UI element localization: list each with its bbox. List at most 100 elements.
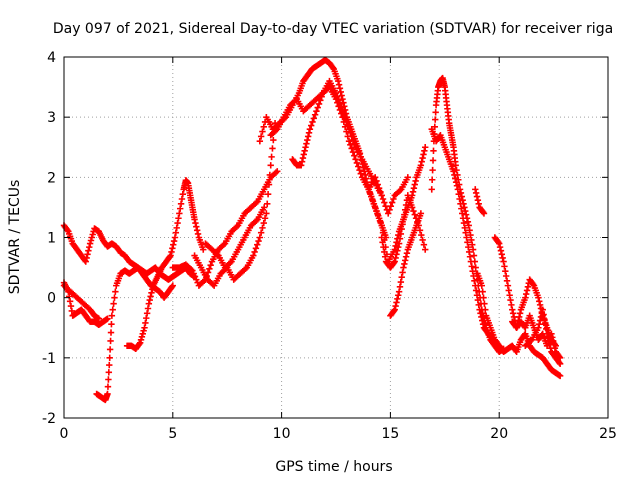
data-point — [268, 153, 275, 161]
series-track-d — [93, 264, 176, 404]
data-point — [168, 248, 175, 256]
data-point — [472, 189, 480, 197]
data-point — [254, 241, 261, 248]
data-point — [428, 186, 435, 193]
data-point — [318, 93, 325, 100]
data-point — [410, 207, 417, 215]
data-point — [260, 219, 267, 227]
data-point — [255, 237, 262, 245]
data-point — [146, 296, 153, 304]
series-track-i — [256, 56, 390, 241]
data-point — [479, 317, 486, 324]
data-point — [106, 354, 113, 362]
data-point — [339, 95, 346, 103]
data-point — [452, 162, 459, 169]
data-point — [66, 293, 73, 300]
data-point — [112, 288, 119, 295]
data-point — [317, 97, 324, 104]
y-tick-label: 4 — [47, 50, 56, 66]
data-point — [412, 215, 420, 222]
data-point — [540, 311, 547, 318]
data-point — [421, 147, 428, 155]
data-point — [395, 243, 402, 251]
data-point — [378, 192, 385, 199]
data-point — [252, 245, 260, 252]
data-point — [167, 252, 174, 259]
data-point — [378, 222, 385, 229]
data-point — [357, 170, 365, 177]
data-point — [401, 260, 408, 268]
data-point — [340, 111, 348, 118]
data-point — [351, 140, 358, 147]
data-point — [451, 171, 458, 179]
data-point — [475, 301, 482, 309]
data-point — [419, 154, 426, 162]
data-point — [527, 337, 534, 345]
data-point — [507, 296, 514, 304]
data-point — [356, 166, 363, 174]
data-layer — [60, 56, 564, 404]
data-point — [379, 229, 387, 236]
data-point — [366, 189, 374, 197]
data-point — [456, 195, 463, 203]
data-point — [213, 251, 221, 258]
data-point — [345, 126, 353, 133]
data-point — [395, 288, 403, 295]
data-point — [189, 267, 196, 274]
data-point — [522, 294, 529, 301]
data-point — [476, 306, 483, 313]
data-point — [106, 346, 114, 353]
data-point — [108, 320, 115, 328]
data-point — [314, 104, 321, 111]
data-point — [544, 334, 552, 341]
data-point — [137, 336, 145, 343]
data-point — [297, 162, 305, 169]
data-point — [339, 107, 346, 115]
data-point — [420, 151, 427, 158]
data-point — [459, 210, 466, 217]
data-point — [452, 175, 459, 182]
data-point — [68, 307, 76, 315]
data-point — [536, 317, 544, 324]
data-point — [170, 241, 177, 248]
data-point — [379, 239, 386, 246]
data-point — [304, 133, 312, 140]
data-point — [461, 224, 469, 232]
data-point — [495, 239, 502, 246]
data-point — [335, 81, 343, 88]
data-point — [552, 342, 559, 349]
data-point — [462, 229, 469, 236]
data-point — [104, 383, 112, 390]
data-point — [536, 298, 543, 305]
data-point — [141, 324, 148, 331]
x-axis-label: GPS time / hours — [275, 459, 392, 475]
data-point — [457, 200, 464, 208]
data-point — [144, 305, 152, 312]
data-point — [388, 199, 396, 206]
data-point — [345, 138, 353, 145]
data-point — [394, 295, 401, 303]
data-point — [187, 266, 195, 273]
data-point — [420, 241, 428, 248]
chart-title: Day 097 of 2021, Sidereal Day-to-day VTE… — [53, 21, 613, 37]
data-point — [479, 320, 487, 328]
tick-layer: 0 5 10 15 20 25 -2 -1 0 1 2 3 4 — [42, 50, 617, 442]
data-point — [193, 227, 201, 234]
data-point — [474, 196, 482, 204]
data-point — [107, 329, 115, 336]
data-point — [82, 258, 89, 265]
data-point — [370, 200, 378, 208]
data-point — [381, 248, 388, 256]
data-point — [369, 196, 376, 204]
data-point — [539, 306, 546, 313]
data-point — [536, 320, 543, 328]
data-point — [535, 294, 542, 301]
data-point — [465, 243, 472, 251]
data-point — [88, 234, 96, 241]
data-point — [395, 292, 402, 299]
data-point — [64, 227, 71, 234]
data-point — [304, 136, 311, 144]
data-point — [390, 307, 398, 315]
data-point — [253, 199, 260, 206]
